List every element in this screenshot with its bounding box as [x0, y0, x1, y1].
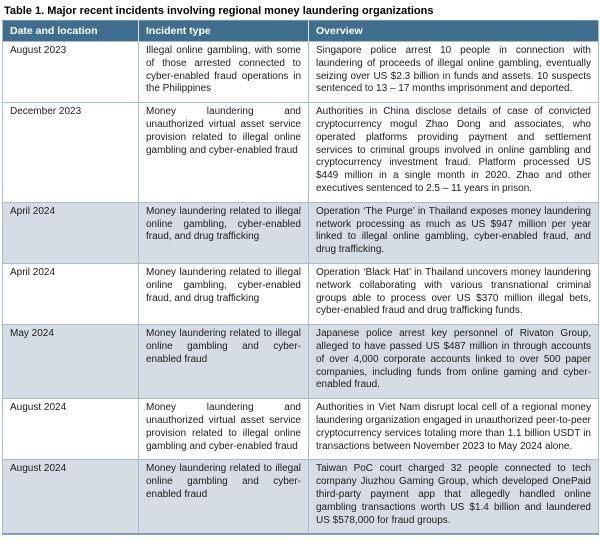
cell-incident-type: Money laundering related to illegal onli… — [138, 324, 309, 400]
cell-overview: Japanese police arrest key personnel of … — [308, 324, 599, 400]
cell-incident-type: Money laundering and unauthorized virtua… — [138, 102, 309, 203]
cell-date: April 2024 — [2, 262, 139, 326]
incidents-table: Date and location Incident type Overview… — [2, 20, 599, 536]
table-title: Table 1. Major recent incidents involvin… — [4, 5, 434, 17]
cell-overview: Authorities in Viet Nam disrupt local ce… — [308, 398, 599, 461]
cell-incident-type: Illegal online gambling, with some of th… — [138, 40, 309, 104]
cell-overview: Authorities in China disclose details of… — [308, 102, 599, 203]
header-row: Date and location Incident type Overview — [2, 20, 599, 42]
cell-overview: Singapore police arrest 10 people in con… — [308, 40, 599, 104]
cell-incident-type: Money laundering related to illegal onli… — [138, 262, 309, 326]
header-overview: Overview — [308, 20, 599, 42]
cell-date: August 2023 — [2, 40, 139, 104]
table-row: December 2023 Money laundering and unaut… — [2, 102, 599, 203]
cell-date: December 2023 — [2, 102, 139, 203]
header-date-and-location: Date and location — [2, 20, 139, 42]
table-row: April 2024 Money laundering related to i… — [2, 201, 599, 264]
cell-incident-type: Money laundering and unauthorized virtua… — [138, 398, 309, 461]
cell-overview: Operation ‘The Purge’ in Thailand expose… — [308, 201, 599, 264]
table-row: May 2024 Money laundering related to ill… — [2, 324, 599, 400]
table-row: August 2024 Money laundering related to … — [2, 459, 599, 535]
cell-date: May 2024 — [2, 324, 139, 400]
table-row: August 2023 Illegal online gambling, wit… — [2, 40, 599, 104]
cell-date: August 2024 — [2, 459, 139, 535]
header-incident-type: Incident type — [138, 20, 309, 42]
cell-overview: Operation ‘Black Hat’ in Thailand uncove… — [308, 262, 599, 326]
cell-overview: Taiwan PoC court charged 32 people conne… — [308, 459, 599, 535]
cell-incident-type: Money laundering related to illegal onli… — [138, 459, 309, 535]
cell-date: April 2024 — [2, 201, 139, 264]
table-row: April 2024 Money laundering related to i… — [2, 262, 599, 326]
cell-incident-type: Money laundering related to illegal onli… — [138, 201, 309, 264]
table-row: August 2024 Money laundering and unautho… — [2, 398, 599, 461]
cell-date: August 2024 — [2, 398, 139, 461]
